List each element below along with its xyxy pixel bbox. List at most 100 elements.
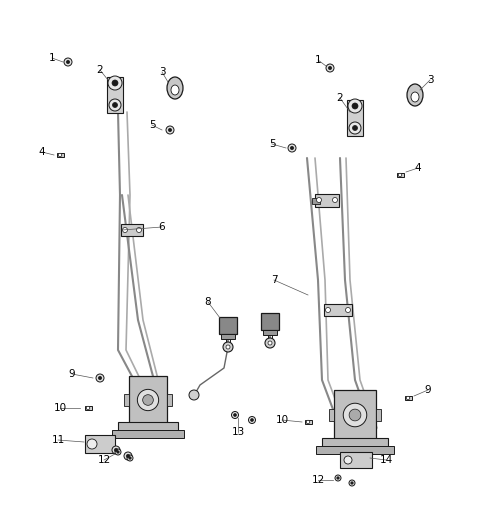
Circle shape: [127, 455, 133, 461]
Bar: [121, 224, 143, 236]
Bar: [376, 409, 381, 421]
Bar: [261, 313, 279, 330]
Circle shape: [348, 99, 362, 113]
Circle shape: [326, 64, 334, 72]
Bar: [118, 422, 178, 434]
Circle shape: [306, 420, 310, 424]
Circle shape: [349, 480, 355, 486]
Circle shape: [166, 126, 174, 134]
Circle shape: [349, 122, 361, 134]
Circle shape: [268, 341, 272, 345]
Text: 13: 13: [231, 427, 245, 437]
Bar: [219, 317, 237, 333]
Circle shape: [98, 376, 102, 379]
Circle shape: [234, 414, 236, 416]
Circle shape: [109, 99, 121, 111]
Circle shape: [96, 374, 104, 382]
Bar: [312, 198, 320, 204]
Text: 12: 12: [312, 475, 324, 485]
Circle shape: [168, 129, 172, 132]
Text: 5: 5: [149, 120, 156, 130]
Circle shape: [58, 153, 62, 157]
Circle shape: [249, 416, 255, 423]
Circle shape: [136, 227, 142, 232]
Circle shape: [115, 449, 121, 455]
Text: 10: 10: [53, 403, 67, 413]
Bar: [322, 438, 388, 450]
Circle shape: [265, 338, 275, 348]
Text: 9: 9: [69, 369, 75, 379]
Text: 10: 10: [276, 415, 288, 425]
Text: 8: 8: [204, 297, 211, 307]
Bar: [107, 77, 123, 113]
Circle shape: [64, 58, 72, 66]
Circle shape: [87, 439, 97, 449]
Bar: [129, 376, 167, 424]
Circle shape: [325, 308, 331, 312]
Bar: [329, 409, 334, 421]
Circle shape: [398, 173, 402, 177]
Text: 4: 4: [415, 163, 421, 173]
Bar: [316, 446, 394, 454]
Text: 1: 1: [315, 55, 321, 65]
Text: 6: 6: [159, 222, 165, 232]
Ellipse shape: [407, 84, 423, 106]
Circle shape: [189, 390, 199, 400]
Circle shape: [343, 403, 367, 427]
Circle shape: [112, 102, 118, 108]
Circle shape: [335, 475, 341, 481]
Text: 3: 3: [159, 67, 165, 77]
Text: 2: 2: [96, 65, 103, 75]
Circle shape: [137, 389, 158, 411]
Circle shape: [126, 455, 130, 458]
Circle shape: [223, 342, 233, 352]
Bar: [405, 396, 411, 400]
Circle shape: [328, 67, 332, 70]
Text: 14: 14: [379, 455, 393, 465]
Circle shape: [86, 406, 90, 410]
Bar: [331, 440, 379, 450]
Text: 9: 9: [425, 385, 432, 395]
Bar: [340, 452, 372, 468]
Ellipse shape: [411, 92, 419, 102]
Text: 1: 1: [48, 53, 55, 63]
Text: 5: 5: [269, 139, 276, 149]
Circle shape: [114, 449, 118, 452]
Bar: [324, 304, 352, 316]
Bar: [57, 153, 63, 157]
Circle shape: [112, 446, 120, 454]
Text: 4: 4: [39, 147, 45, 157]
Circle shape: [226, 345, 230, 349]
Circle shape: [406, 396, 410, 400]
Ellipse shape: [171, 85, 179, 95]
Circle shape: [346, 308, 350, 312]
Bar: [167, 394, 172, 406]
Bar: [263, 330, 277, 335]
Circle shape: [122, 227, 128, 232]
Circle shape: [352, 103, 358, 109]
Circle shape: [231, 412, 239, 418]
Circle shape: [349, 409, 361, 421]
Text: 11: 11: [51, 435, 65, 445]
Bar: [124, 394, 129, 406]
Circle shape: [124, 452, 132, 460]
Bar: [221, 333, 235, 339]
Circle shape: [337, 477, 339, 479]
Circle shape: [117, 451, 119, 453]
Bar: [347, 100, 363, 136]
Bar: [84, 406, 92, 410]
Circle shape: [143, 395, 153, 406]
Circle shape: [129, 457, 131, 459]
Circle shape: [344, 456, 352, 464]
Bar: [126, 424, 170, 434]
Bar: [396, 173, 404, 177]
Circle shape: [351, 482, 353, 484]
Circle shape: [112, 80, 118, 86]
Circle shape: [333, 198, 337, 203]
Bar: [304, 420, 312, 424]
Text: 2: 2: [336, 93, 343, 103]
Circle shape: [316, 198, 322, 203]
Ellipse shape: [167, 77, 183, 99]
Bar: [85, 435, 115, 453]
Circle shape: [108, 76, 122, 90]
